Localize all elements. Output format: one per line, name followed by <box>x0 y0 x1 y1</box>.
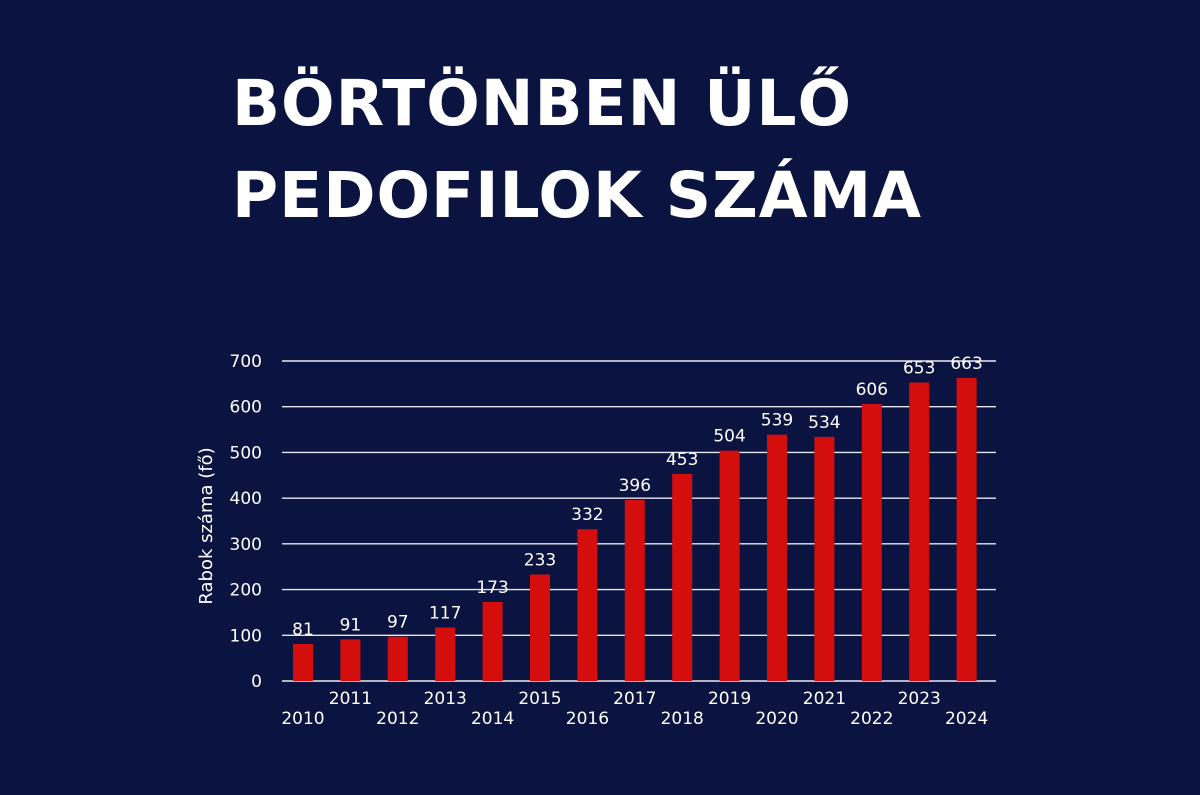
x-tick-label: 2024 <box>945 709 988 729</box>
x-tick-label: 2021 <box>803 689 846 709</box>
bars <box>293 377 977 681</box>
chart-title-line-2: PEDOFILOK SZÁMA <box>232 159 923 232</box>
data-label: 396 <box>619 476 651 496</box>
bar <box>956 377 977 681</box>
y-tick-label: 600 <box>230 398 262 418</box>
data-label: 233 <box>524 550 556 570</box>
x-tick-label: 2019 <box>708 689 751 709</box>
x-tick-label: 2018 <box>661 709 704 729</box>
x-tick-label: 2010 <box>281 709 324 729</box>
x-tick-label: 2014 <box>471 709 514 729</box>
x-axis-ticks: 2010201120122013201420152016201720182019… <box>281 689 988 729</box>
y-tick-label: 400 <box>230 489 262 509</box>
bar <box>767 434 787 681</box>
bar <box>672 473 693 681</box>
data-label: 117 <box>429 604 461 624</box>
chart-title: BÖRTÖNBEN ÜLŐ PEDOFILOK SZÁMA <box>232 58 922 242</box>
bar <box>482 601 503 681</box>
bar <box>340 639 361 681</box>
data-label: 91 <box>340 615 362 635</box>
x-tick-label: 2022 <box>850 709 893 729</box>
data-label: 453 <box>666 450 698 470</box>
chart-title-line-1: BÖRTÖNBEN ÜLŐ <box>232 67 853 140</box>
bar <box>435 627 456 681</box>
y-tick-label: 300 <box>230 535 262 555</box>
bar <box>861 403 882 681</box>
y-axis-title: Rabok száma (fő) <box>196 447 217 604</box>
bar <box>719 450 740 681</box>
y-tick-label: 700 <box>230 352 262 372</box>
data-label: 539 <box>761 411 793 431</box>
data-label: 97 <box>387 613 409 633</box>
data-labels: 81 91 97 117 173 233 332 396 453 504 539 534 606 653 6… <box>292 354 983 640</box>
x-tick-label: 2017 <box>613 689 656 709</box>
data-label: 504 <box>713 427 745 447</box>
data-label: 173 <box>476 578 508 598</box>
bar <box>577 529 598 681</box>
y-tick-label: 100 <box>230 626 262 646</box>
data-label: 534 <box>808 413 840 433</box>
bar <box>387 636 408 681</box>
data-label: 663 <box>950 354 982 374</box>
x-tick-label: 2011 <box>329 689 372 709</box>
bar <box>530 574 550 681</box>
bar <box>814 436 835 681</box>
x-tick-label: 2023 <box>898 689 941 709</box>
bar <box>909 382 930 681</box>
y-tick-label: 500 <box>230 443 262 463</box>
data-label: 332 <box>571 505 603 525</box>
data-label: 606 <box>856 380 888 400</box>
data-label: 653 <box>903 358 935 378</box>
bar <box>293 643 313 681</box>
x-tick-label: 2020 <box>755 709 798 729</box>
y-axis-ticks: 0 100 200 300 400 500 600 700 <box>230 352 262 692</box>
x-tick-label: 2013 <box>424 689 467 709</box>
x-tick-label: 2015 <box>518 689 561 709</box>
bar <box>624 499 645 681</box>
y-tick-label: 0 <box>251 672 262 692</box>
data-label: 81 <box>292 620 314 640</box>
y-tick-label: 200 <box>230 581 262 601</box>
x-tick-label: 2012 <box>376 709 419 729</box>
x-tick-label: 2016 <box>566 709 609 729</box>
